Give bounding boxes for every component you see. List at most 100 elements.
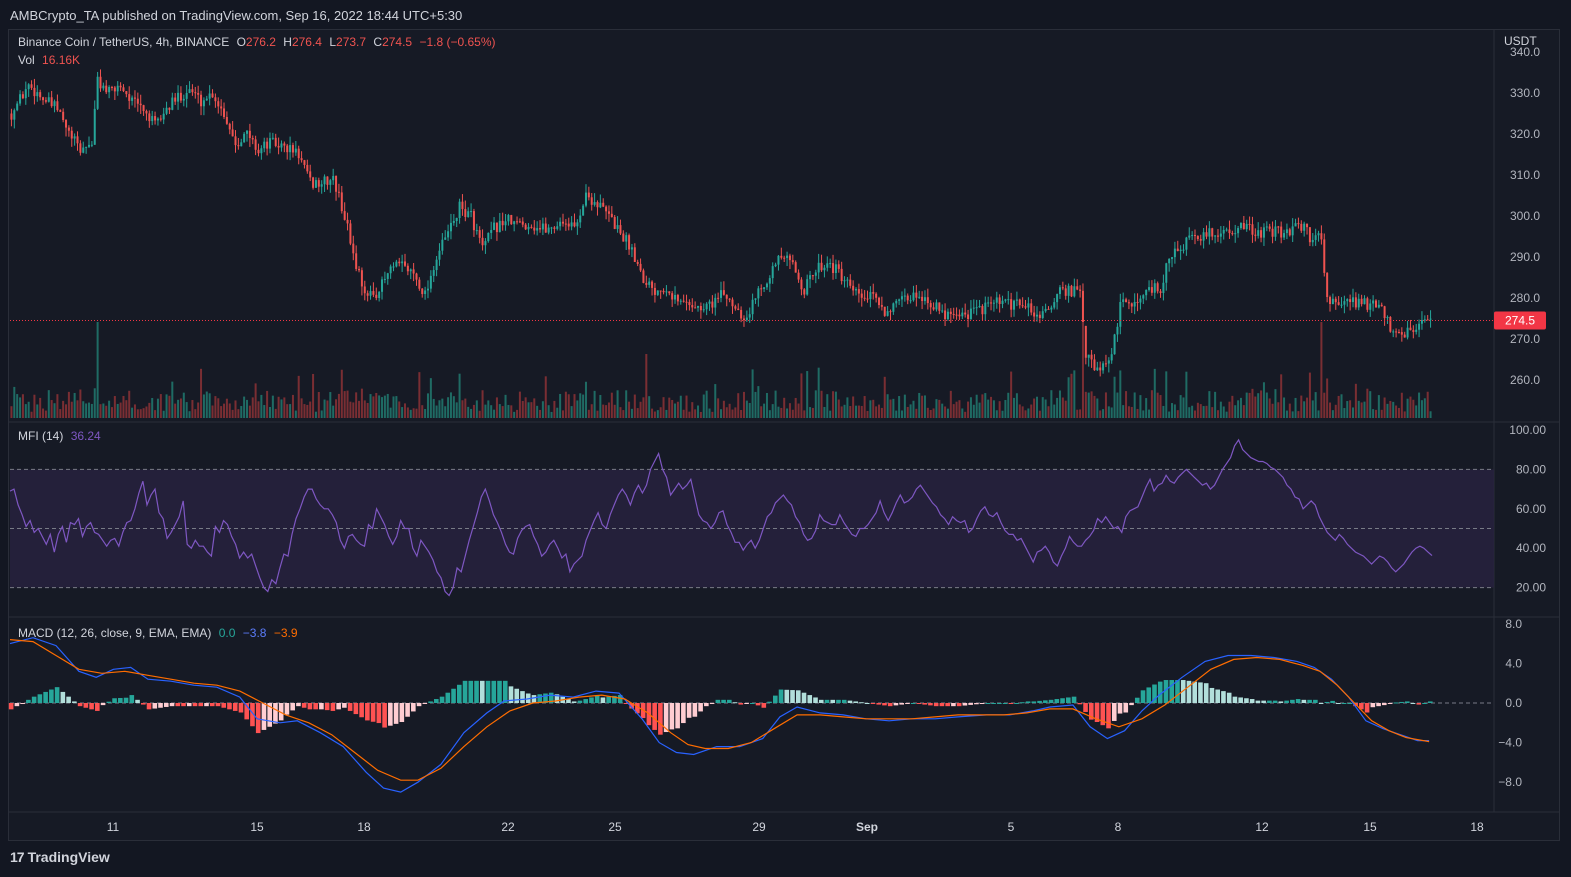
macd-histogram-bar	[1336, 703, 1341, 704]
macd-histogram-bar	[336, 703, 341, 710]
volume-bar	[1389, 400, 1392, 418]
candle-body	[1211, 228, 1214, 237]
volume-bar	[1202, 406, 1205, 418]
mfi-tick-label: 20.00	[1516, 581, 1546, 595]
candle-body	[1179, 249, 1182, 252]
volume-bar	[50, 400, 53, 418]
volume-bar	[1372, 409, 1375, 418]
volume-bar	[895, 410, 898, 418]
volume-bar	[1351, 407, 1355, 418]
tradingview-logo[interactable]: 17 TradingView	[10, 849, 110, 865]
candle-body	[674, 294, 677, 300]
candle-body	[697, 305, 700, 308]
candle-body	[128, 94, 131, 101]
candle-body	[1366, 298, 1369, 310]
volume-bar	[975, 394, 978, 418]
macd-histogram-bar	[1123, 703, 1129, 713]
macd-histogram-bar	[939, 703, 945, 707]
candle-body	[1317, 233, 1320, 236]
macd-histogram-bar	[974, 703, 979, 705]
candle-body	[550, 227, 553, 229]
candle-body	[122, 87, 125, 92]
candle-body	[1406, 327, 1409, 338]
volume-bar	[174, 403, 177, 418]
volume-bar	[260, 394, 263, 418]
volume-legend[interactable]: Vol 16.16K	[18, 53, 84, 67]
volume-bar	[886, 394, 889, 418]
volume-bar	[1360, 402, 1363, 418]
macd-histogram-bar	[968, 703, 973, 705]
volume-bar	[360, 388, 363, 418]
candle-body	[1205, 232, 1208, 237]
candle-body	[424, 290, 427, 295]
volume-bar	[786, 408, 789, 418]
volume-bar	[771, 404, 774, 418]
volume-bar	[139, 409, 142, 418]
candle-body	[553, 227, 556, 229]
volume-bar	[625, 390, 628, 418]
volume-bar	[1395, 405, 1398, 418]
macd-histogram-bar	[1267, 700, 1272, 703]
candle-body	[1257, 230, 1260, 236]
macd-histogram-bar	[669, 703, 675, 730]
candle-body	[96, 76, 99, 109]
macd-histogram-bar	[778, 689, 784, 703]
mfi-legend[interactable]: MFI (14) 36.24	[18, 429, 105, 443]
symbol-label[interactable]: Binance Coin / TetherUS, 4h, BINANCE	[18, 35, 230, 49]
volume-bar	[478, 410, 481, 418]
candle-body	[788, 255, 791, 261]
volume-bar	[1127, 406, 1130, 418]
currency-label: USDT	[1504, 34, 1537, 48]
candle-body	[291, 145, 294, 153]
candle-body	[162, 113, 165, 120]
candle-body	[1283, 233, 1286, 238]
price-legend[interactable]: Binance Coin / TetherUS, 4h, BINANCE O27…	[18, 35, 500, 49]
macd-histogram-bar	[859, 702, 864, 704]
candle-body	[760, 288, 763, 290]
macd-legend[interactable]: MACD (12, 26, close, 9, EMA, EMA) 0.0 −3…	[18, 626, 302, 640]
volume-bar	[676, 401, 679, 418]
candle-body	[570, 222, 573, 227]
candle-body	[665, 291, 668, 293]
macd-histogram-bar	[928, 703, 933, 706]
macd-histogram-bar	[376, 703, 382, 724]
macd-histogram-bar	[899, 703, 904, 705]
volume-bar	[490, 405, 493, 418]
candle-body	[1297, 223, 1300, 225]
volume-bar	[682, 409, 685, 418]
macd-histogram-bar	[353, 703, 359, 715]
macd-histogram-bar	[704, 703, 709, 707]
macd-histogram-bar	[238, 703, 244, 713]
volume-bar	[145, 406, 148, 418]
macd-histogram-bar	[497, 680, 502, 703]
volume-group	[10, 322, 1432, 418]
macd-line-value: −3.8	[242, 626, 267, 640]
volume-bar	[544, 376, 547, 418]
macd-histogram-bar	[554, 694, 560, 703]
volume-bar	[513, 411, 516, 418]
volume-bar	[1415, 405, 1418, 418]
volume-bar	[1297, 411, 1300, 418]
macd-histogram-bar	[296, 703, 301, 707]
volume-bar	[1010, 371, 1013, 418]
candle-body	[33, 87, 36, 97]
volume-bar	[62, 400, 65, 418]
macd-histogram-bar	[1163, 680, 1169, 703]
candle-body	[699, 305, 702, 311]
volume-bar	[352, 402, 355, 418]
volume-bar	[593, 390, 596, 418]
macd-histogram-bar	[933, 703, 939, 707]
candle-body	[1165, 263, 1168, 283]
candle-body	[435, 259, 438, 271]
volume-bar	[564, 391, 567, 418]
macd-histogram-bar	[1111, 703, 1117, 721]
candle-body	[42, 97, 45, 101]
volume-bar	[358, 400, 361, 418]
candle-body	[478, 230, 481, 238]
macd-histogram-bar	[175, 703, 181, 707]
candle-body	[1242, 222, 1245, 230]
volume-bar	[418, 372, 421, 418]
candle-body	[676, 294, 679, 302]
candle-body	[1343, 301, 1346, 305]
